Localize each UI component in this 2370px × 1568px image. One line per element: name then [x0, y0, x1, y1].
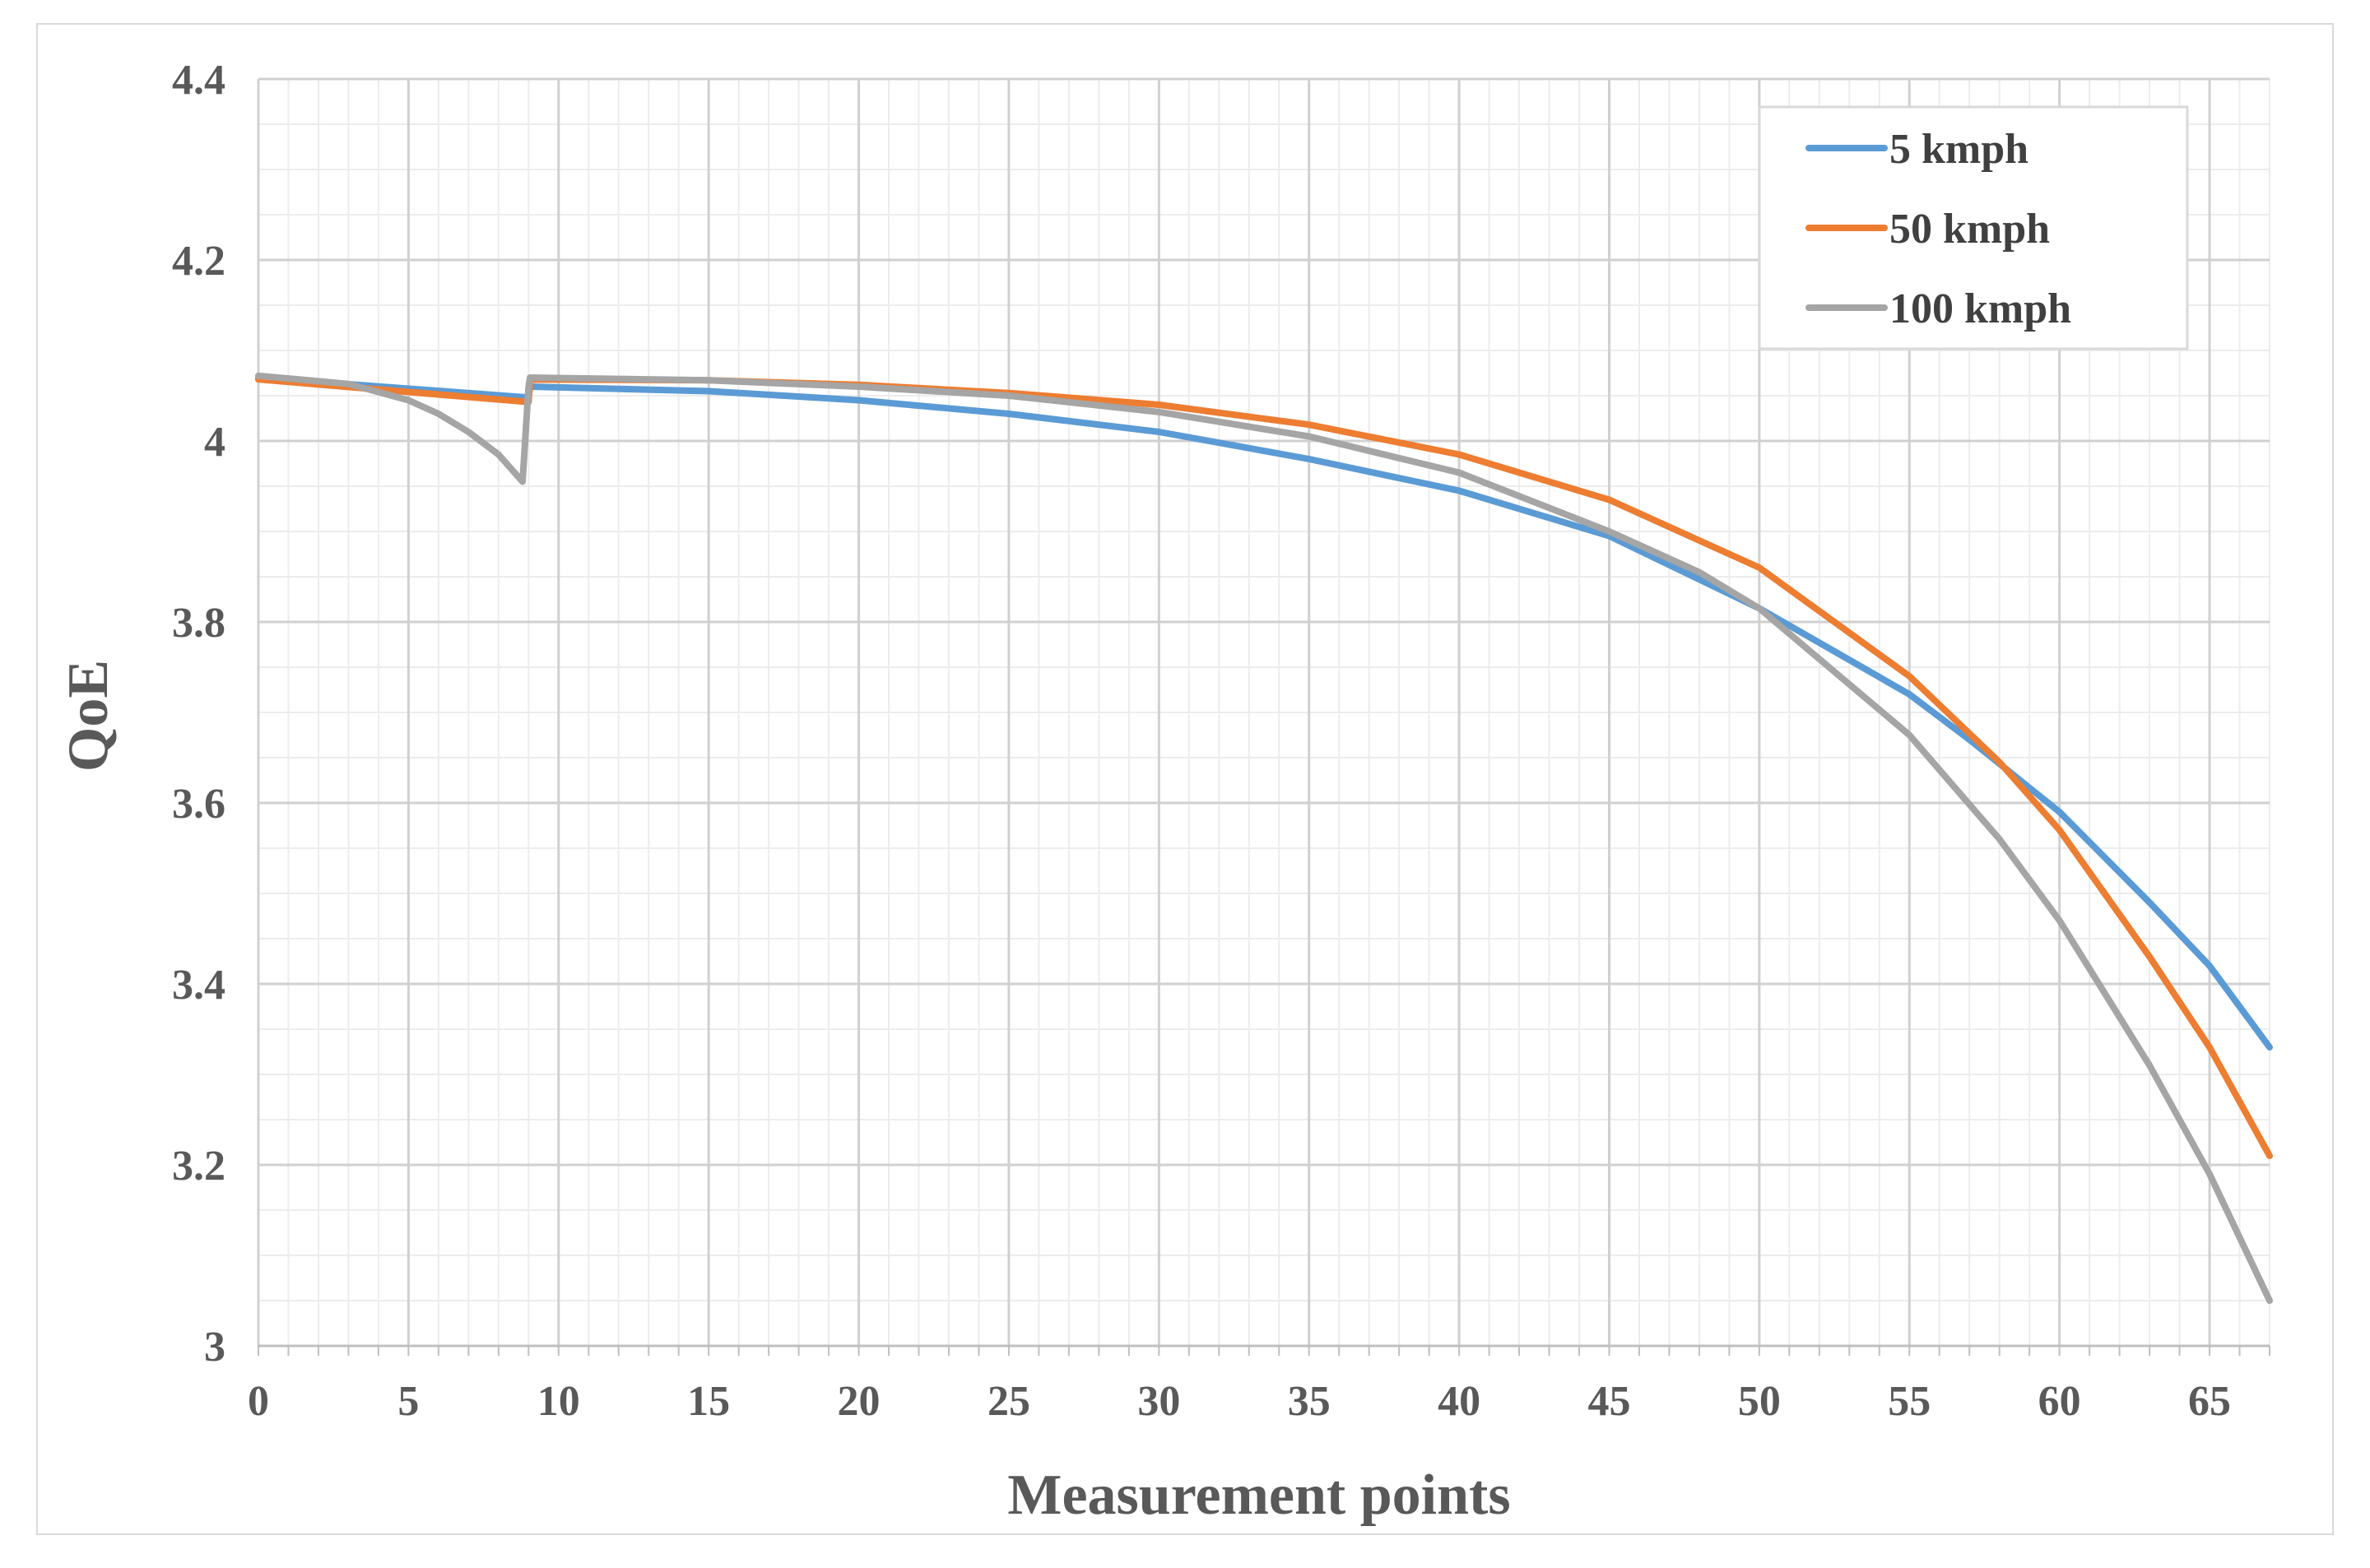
x-tick-label: 15: [687, 1378, 730, 1425]
y-tick-labels: 3 3.2 3.4 3.6 3.8 4 4.2 4.4: [172, 57, 225, 1371]
legend-label-100-kmph: 100 kmph: [1889, 285, 2071, 332]
x-tick-label: 0: [248, 1378, 269, 1425]
y-tick-label: 3: [204, 1324, 225, 1371]
x-tick-label: 60: [2038, 1378, 2081, 1425]
x-tick-label: 30: [1137, 1378, 1180, 1425]
y-tick-label: 3.4: [172, 962, 225, 1009]
y-axis-title: QoE: [57, 660, 120, 772]
x-tick-labels: 0 5 10 15 20 25 30 35 40 45 50 55 60 65: [248, 1378, 2231, 1425]
x-tick-label: 5: [397, 1378, 419, 1425]
y-tick-label: 3.2: [172, 1143, 225, 1190]
x-tick-label: 50: [1738, 1378, 1781, 1425]
axes: [258, 1344, 2270, 1356]
y-tick-label: 4.4: [172, 57, 225, 104]
x-tick-label: 65: [2188, 1378, 2231, 1425]
series-layer: [255, 372, 2273, 1304]
x-tick-label: 25: [988, 1378, 1030, 1425]
x-tick-label: 35: [1288, 1378, 1331, 1425]
x-tick-label: 45: [1587, 1378, 1630, 1425]
x-axis-title: Measurement points: [1007, 1464, 1510, 1527]
x-tick-label: 55: [1888, 1378, 1931, 1425]
y-tick-label: 4.2: [172, 238, 225, 285]
legend: 5 kmph 50 kmph 100 kmph: [1758, 105, 2189, 350]
y-tick-label: 3.8: [172, 600, 225, 647]
x-tick-label: 10: [537, 1378, 580, 1425]
x-tick-label: 40: [1438, 1378, 1480, 1425]
series-line-100-kmph: [255, 372, 2273, 1304]
y-tick-label: 3.6: [172, 781, 225, 828]
series-line-5-kmph: [255, 374, 2273, 1051]
series-line-50-kmph: [255, 376, 2273, 1159]
y-tick-label: 4: [204, 419, 225, 466]
x-tick-label: 20: [838, 1378, 881, 1425]
legend-label-50-kmph: 50 kmph: [1889, 206, 2050, 253]
legend-label-5-kmph: 5 kmph: [1889, 126, 2028, 173]
